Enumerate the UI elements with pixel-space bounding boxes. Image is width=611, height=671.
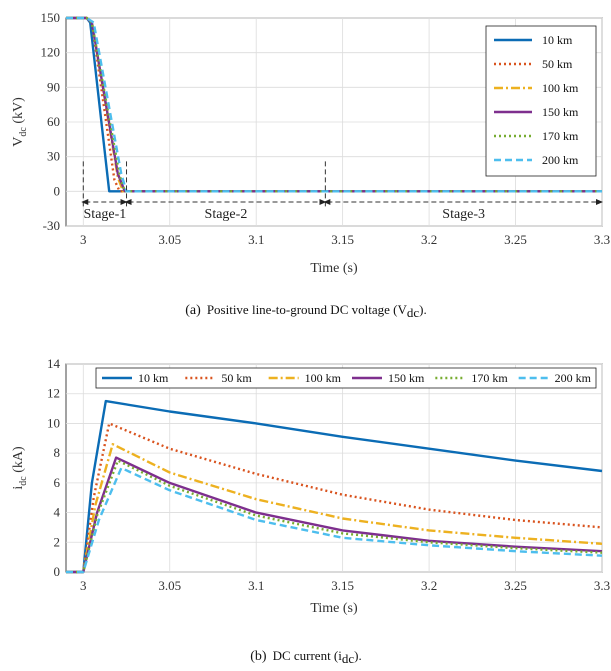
series-line-200-km <box>66 16 602 193</box>
legend-label-150-km: 150 km <box>388 371 425 385</box>
x-tick-label: 3.05 <box>158 232 181 247</box>
x-tick-label: 3.2 <box>421 578 437 593</box>
legend-frame <box>95 367 597 389</box>
x-tick-label: 3.15 <box>331 232 354 247</box>
y-tick-label: 12 <box>47 386 60 401</box>
series-line-170-km <box>66 459 603 574</box>
y-ticks-a: -30 0 30 60 90 120 150 <box>41 10 61 233</box>
stage-label: Stage-2 <box>205 207 248 222</box>
legend-label-170-km: 170 km <box>542 129 579 143</box>
y-tick-label: 30 <box>47 149 60 164</box>
legend-label-50-km: 50 km <box>221 371 252 385</box>
stage-label: Stage-1 <box>84 207 127 222</box>
x-tick-label: 3.1 <box>248 578 264 593</box>
x-tick-label: 3.3 <box>594 578 610 593</box>
x-tick-label: 3.2 <box>421 232 437 247</box>
y-tick-label: 2 <box>54 534 61 549</box>
legend-label-150-km: 150 km <box>542 105 579 119</box>
legend-b: 10 km 50 km 100 km 150 km 170 km 200 km <box>95 367 597 389</box>
stage-annotations: Stage-1 Stage-2 Stage-3 <box>81 161 603 222</box>
legend-a: 10 km 50 km 100 km 150 km 170 km 200 km <box>485 25 597 177</box>
y-tick-label: 10 <box>47 415 60 430</box>
y-axis-label-a: Vdc (kV) <box>11 97 29 147</box>
y-ticks-b: 0 2 4 6 8 10 12 14 <box>47 356 61 579</box>
y-tick-label: 60 <box>47 114 60 129</box>
series-line-200-km <box>66 466 603 574</box>
y-tick-label: 90 <box>47 79 60 94</box>
y-tick-label: 6 <box>54 475 61 490</box>
x-tick-label: 3.3 <box>594 232 610 247</box>
y-tick-label: 120 <box>41 45 61 60</box>
legend-label-200-km: 200 km <box>555 371 592 385</box>
y-axis-label-b: idc (kA) <box>11 446 29 490</box>
caption-b: (b) DC current (idc). <box>250 648 362 666</box>
series-a <box>66 16 602 193</box>
series-line-150-km <box>66 456 603 574</box>
legend-label-50-km: 50 km <box>542 57 573 71</box>
series-b <box>66 399 603 574</box>
legend-label-100-km: 100 km <box>305 371 342 385</box>
x-tick-label: 3.15 <box>331 578 354 593</box>
x-ticks-a: 3 3.05 3.1 3.15 3.2 3.25 3.3 <box>80 232 610 247</box>
series-line-170-km <box>66 16 602 193</box>
x-axis-label-a: Time (s) <box>310 261 358 276</box>
y-tick-label: 4 <box>54 505 61 520</box>
legend-label-200-km: 200 km <box>542 153 579 167</box>
x-tick-label: 3 <box>80 232 87 247</box>
x-tick-label: 3.25 <box>504 232 527 247</box>
legend-frame <box>485 25 597 177</box>
x-ticks-b: 3 3.05 3.1 3.15 3.2 3.25 3.3 <box>80 578 610 593</box>
y-tick-label: -30 <box>43 218 60 233</box>
x-tick-label: 3.05 <box>158 578 181 593</box>
x-axis-label-b: Time (s) <box>310 601 358 616</box>
series-line-10-km <box>66 399 603 574</box>
legend-label-10-km: 10 km <box>542 33 573 47</box>
stage-label: Stage-3 <box>442 207 485 222</box>
legend-label-10-km: 10 km <box>138 371 169 385</box>
plot-area-b <box>65 363 603 573</box>
y-tick-label: 150 <box>41 10 61 25</box>
x-tick-label: 3.1 <box>248 232 264 247</box>
y-tick-label: 14 <box>47 356 61 371</box>
x-tick-label: 3.25 <box>504 578 527 593</box>
x-tick-label: 3 <box>80 578 87 593</box>
y-tick-label: 8 <box>54 445 61 460</box>
y-tick-label: 0 <box>54 564 61 579</box>
y-tick-label: 0 <box>54 183 61 198</box>
series-line-100-km <box>66 443 603 574</box>
current-chart: 0 2 4 6 8 10 12 14 3 3.05 3.1 3.15 3.2 3.25 3.3 10 km… <box>11 356 610 616</box>
grid-b <box>66 363 603 573</box>
legend-label-170-km: 170 km <box>471 371 508 385</box>
legend-label-100-km: 100 km <box>542 81 579 95</box>
caption-a: (a) Positive line-to-ground DC voltage (V… <box>185 302 426 320</box>
